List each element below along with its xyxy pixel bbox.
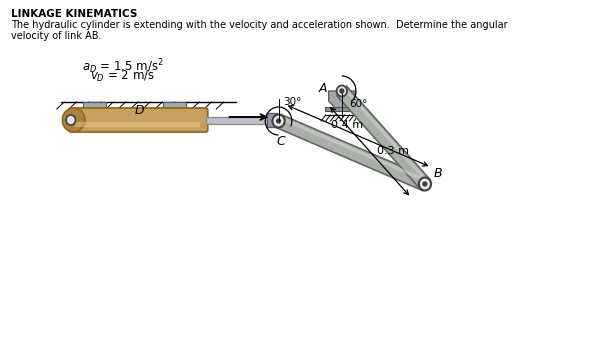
- Circle shape: [337, 85, 347, 97]
- Text: 0.4 m: 0.4 m: [331, 120, 364, 130]
- Circle shape: [419, 178, 431, 191]
- Circle shape: [272, 115, 284, 127]
- Bar: [74, 122, 200, 127]
- Text: $v_D$ = 2 m/s: $v_D$ = 2 m/s: [90, 69, 155, 84]
- Bar: [163, 102, 186, 114]
- Text: LINKAGE KINEMATICS: LINKAGE KINEMATICS: [12, 9, 138, 19]
- Text: 0.3 m: 0.3 m: [377, 146, 409, 156]
- Polygon shape: [276, 115, 428, 191]
- Circle shape: [340, 89, 343, 93]
- Polygon shape: [337, 86, 430, 189]
- Bar: [83, 102, 106, 114]
- Polygon shape: [279, 116, 427, 182]
- Bar: [206, 117, 272, 123]
- Text: The hydraulic cylinder is extending with the velocity and acceleration shown.  D: The hydraulic cylinder is extending with…: [12, 20, 508, 30]
- Circle shape: [276, 119, 280, 123]
- FancyBboxPatch shape: [69, 108, 208, 132]
- Circle shape: [423, 182, 427, 186]
- Bar: [267, 113, 276, 127]
- Text: $a_D$ = 1.5 m/s$^2$: $a_D$ = 1.5 m/s$^2$: [82, 57, 164, 76]
- Text: D: D: [135, 104, 144, 118]
- Text: C: C: [276, 135, 285, 148]
- Text: B: B: [434, 167, 442, 180]
- Text: velocity of link AB.: velocity of link AB.: [12, 31, 102, 41]
- Circle shape: [62, 108, 85, 132]
- Text: A: A: [319, 82, 326, 96]
- Text: 60°: 60°: [350, 99, 368, 109]
- Circle shape: [66, 115, 76, 125]
- Text: 30°: 30°: [283, 97, 301, 107]
- Bar: [325, 107, 359, 111]
- Polygon shape: [329, 91, 355, 108]
- Polygon shape: [343, 87, 429, 183]
